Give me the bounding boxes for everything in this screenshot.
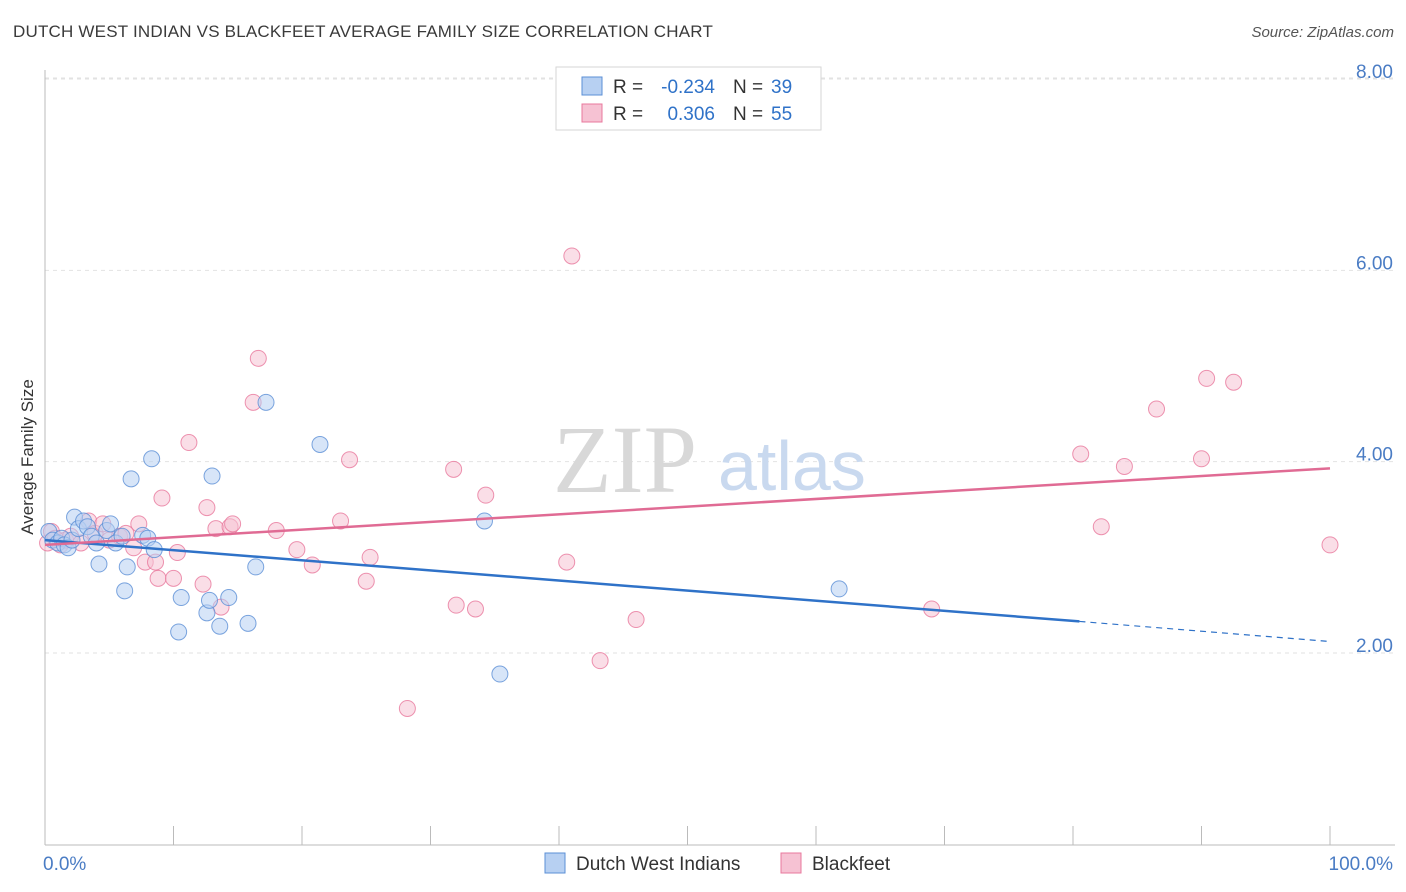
legend-n-label-2: N = [733,104,763,125]
point-blackfeet [477,486,495,504]
legend-swatch-blue [581,76,603,96]
point-blackfeet [168,544,186,562]
point-dutch-west-indians [311,435,329,453]
point-blackfeet [153,489,171,507]
point-blackfeet [149,569,167,587]
point-blackfeet [1072,445,1090,463]
point-dutch-west-indians [475,512,493,530]
watermark-atlas: atlas [718,427,866,505]
source-credit: Source: ZipAtlas.com [1251,24,1394,41]
point-blackfeet [558,553,576,571]
legend-r-label-1: R = [613,77,643,98]
point-blackfeet [180,434,198,452]
bottom-legend-swatch-pink [780,852,802,874]
trend-line-dutch-west-indians [44,538,1080,623]
x-tick-label-end: 100.0% [1329,854,1394,875]
point-blackfeet [466,600,484,618]
point-blackfeet [357,572,375,590]
point-blackfeet [303,556,321,574]
point-blackfeet [165,569,182,587]
point-blackfeet [288,541,306,559]
point-blackfeet [361,548,379,566]
point-dutch-west-indians [830,580,848,598]
point-dutch-west-indians [170,623,188,641]
point-dutch-west-indians [257,393,275,411]
point-dutch-west-indians [90,555,108,573]
y-axis-title: Average Family Size [18,379,37,535]
bottom-legend-label-blue: Dutch West Indians [576,854,740,875]
watermark-zip: ZIP [553,406,697,513]
axes [44,70,1395,846]
bottom-legend-label-pink: Blackfeet [812,854,891,875]
point-blackfeet [398,699,416,717]
legend-n-value-2: 55 [771,104,792,125]
point-dutch-west-indians [200,591,218,609]
point-blackfeet [1198,369,1216,387]
point-dutch-west-indians [211,617,229,635]
point-blackfeet [1193,450,1210,468]
legend-r-value-2: 0.306 [667,104,715,125]
point-blackfeet [627,611,645,629]
point-blackfeet [445,460,463,478]
tick-labels: 2.00 4.00 6.00 8.00 0.0% 100.0% [43,62,1393,875]
chart-title: DUTCH WEST INDIAN VS BLACKFEET AVERAGE F… [13,22,714,41]
point-blackfeet [1321,536,1339,554]
point-blackfeet [1225,373,1243,391]
point-blackfeet [447,596,465,614]
point-blackfeet [198,499,216,517]
point-dutch-west-indians [239,614,257,632]
x-tick-label-start: 0.0% [43,854,86,875]
point-dutch-west-indians [247,558,265,576]
point-dutch-west-indians [491,665,509,683]
y-tick-label: 2.00 [1356,636,1393,657]
point-blackfeet [249,349,267,367]
bottom-legend-swatch-blue [544,852,566,874]
point-dutch-west-indians [118,558,136,576]
legend: R = -0.234 N = 39 R = 0.306 N = 55 [555,66,822,131]
point-blackfeet [591,652,609,670]
legend-r-label-2: R = [613,104,643,125]
legend-r-value-1: -0.234 [661,77,715,98]
watermark: ZIP atlas [553,406,866,513]
point-blackfeet [1115,457,1133,475]
point-blackfeet [332,512,350,530]
point-dutch-west-indians [203,467,221,485]
bottom-legend: Dutch West Indians Blackfeet [544,852,891,875]
legend-n-label-1: N = [733,77,763,98]
trend-line-dutch-west-indians-extension [1079,620,1331,643]
point-blackfeet [1148,400,1166,418]
y-tick-label: 4.00 [1356,445,1393,466]
y-tick-label: 6.00 [1356,253,1393,274]
point-dutch-west-indians [102,515,120,533]
point-blackfeet [194,575,212,593]
point-dutch-west-indians [220,589,238,607]
y-tick-label: 8.00 [1356,62,1393,83]
trend-lines [44,467,1331,643]
point-dutch-west-indians [122,470,140,488]
legend-n-value-1: 39 [771,77,792,98]
point-blackfeet [563,247,581,265]
legend-swatch-pink [581,103,603,123]
point-blackfeet [1092,518,1110,536]
point-dutch-west-indians [143,450,161,468]
point-dutch-west-indians [116,582,134,600]
point-blackfeet [341,451,359,469]
trend-line-blackfeet [44,467,1331,547]
point-blackfeet [224,515,242,533]
point-dutch-west-indians [172,589,190,607]
